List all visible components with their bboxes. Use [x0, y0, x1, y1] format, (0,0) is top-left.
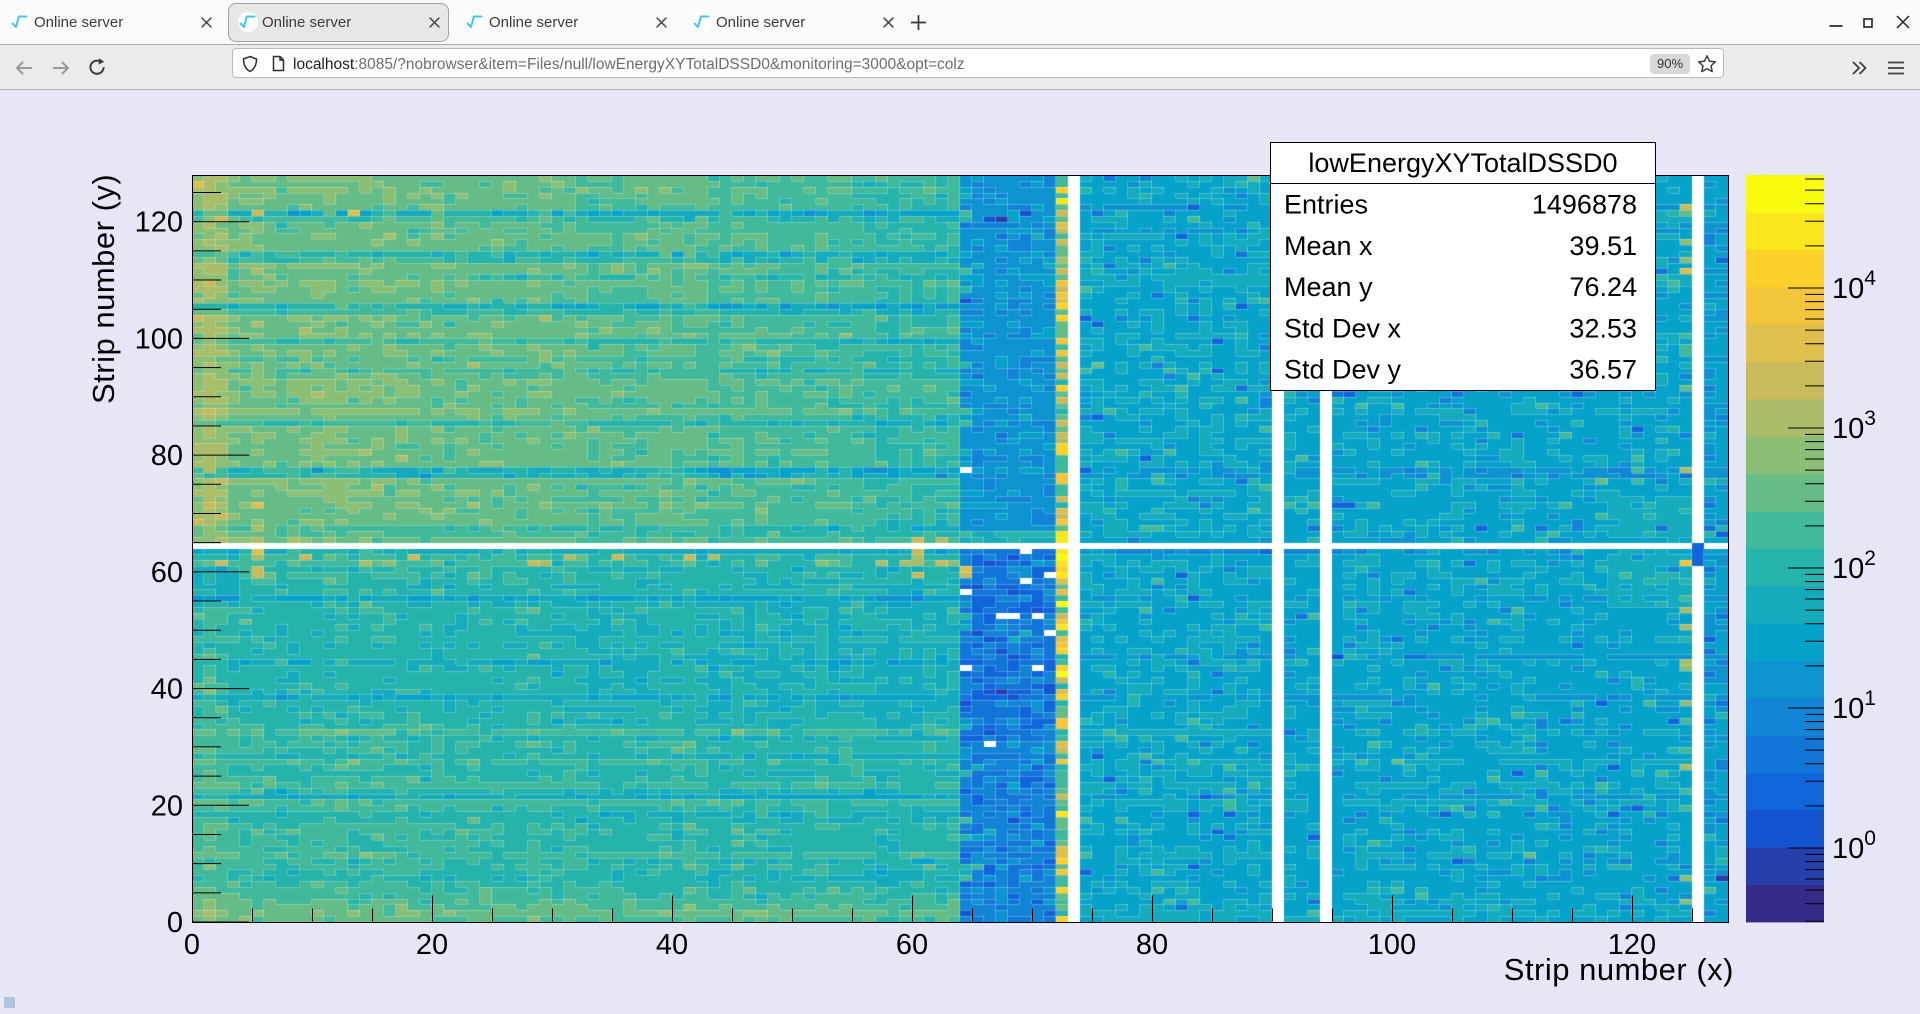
svg-text:76.24: 76.24 — [1569, 272, 1637, 302]
svg-text:103: 103 — [1832, 407, 1876, 445]
svg-text:39.51: 39.51 — [1569, 231, 1637, 261]
svg-text:100: 100 — [1368, 929, 1416, 961]
svg-text:100: 100 — [135, 323, 183, 355]
svg-text:80: 80 — [151, 440, 183, 472]
svg-text:0: 0 — [184, 929, 200, 961]
svg-text:0: 0 — [167, 907, 183, 939]
svg-text:lowEnergyXYTotalDSSD0: lowEnergyXYTotalDSSD0 — [1308, 148, 1617, 178]
svg-text:Mean x: Mean x — [1284, 231, 1373, 261]
svg-text:Entries: Entries — [1284, 190, 1368, 220]
svg-text:36.57: 36.57 — [1569, 355, 1637, 385]
svg-text:Strip number (x): Strip number (x) — [1504, 952, 1734, 987]
svg-text:Std Dev x: Std Dev x — [1284, 313, 1402, 343]
svg-text:101: 101 — [1832, 687, 1876, 725]
svg-text:120: 120 — [135, 207, 183, 239]
svg-text:40: 40 — [151, 674, 183, 706]
svg-text:60: 60 — [151, 557, 183, 589]
svg-text:20: 20 — [151, 790, 183, 822]
svg-text:Std Dev y: Std Dev y — [1284, 355, 1402, 385]
svg-text:40: 40 — [656, 929, 688, 961]
svg-text:Mean y: Mean y — [1284, 272, 1373, 302]
svg-text:120: 120 — [1608, 929, 1656, 961]
svg-text:100: 100 — [1832, 827, 1876, 865]
svg-text:1496878: 1496878 — [1532, 190, 1637, 220]
svg-text:60: 60 — [896, 929, 928, 961]
svg-text:Strip number (y): Strip number (y) — [86, 174, 121, 404]
svg-text:80: 80 — [1136, 929, 1168, 961]
svg-text:102: 102 — [1832, 547, 1876, 585]
svg-text:20: 20 — [416, 929, 448, 961]
svg-text:32.53: 32.53 — [1569, 313, 1637, 343]
svg-text:104: 104 — [1832, 267, 1876, 305]
